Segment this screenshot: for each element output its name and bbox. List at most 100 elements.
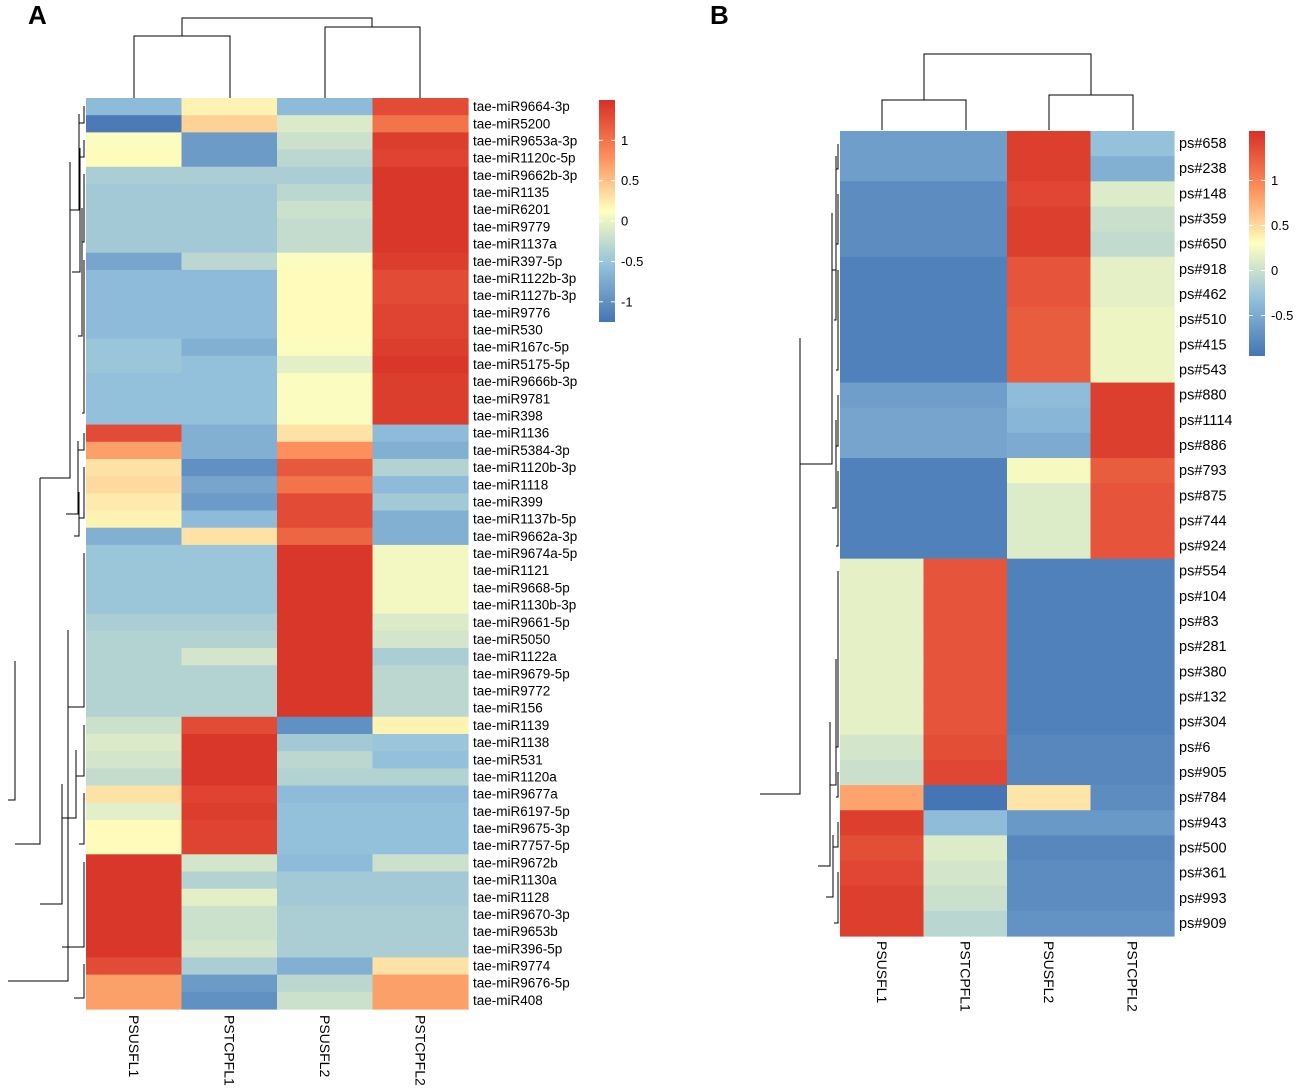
heatmap-cell [181, 733, 278, 752]
heatmap-cell [923, 759, 1008, 786]
heatmap-cell [181, 458, 278, 477]
heatmap-cell [277, 630, 374, 649]
heatmap-cell [372, 476, 469, 494]
heatmap-cell [372, 751, 469, 769]
heatmap-cell [372, 149, 469, 168]
heatmap-cell [277, 201, 374, 219]
heatmap-cell [86, 888, 183, 907]
heatmap-cell [86, 579, 183, 598]
heatmap-cell [181, 957, 278, 976]
row-label: ps#380 [1179, 664, 1227, 680]
heatmap-cell [372, 682, 469, 701]
heatmap-cell [840, 256, 925, 283]
row-label: tae-miR5050 [473, 632, 550, 647]
heatmap-cell [372, 974, 469, 993]
heatmap-cell [181, 166, 278, 185]
heatmap-cell [277, 768, 374, 787]
heatmap-cell [372, 527, 469, 546]
heatmap-cell [372, 716, 469, 735]
row-label: tae-miR9675-3p [473, 821, 570, 836]
heatmap-cell [277, 355, 374, 374]
heatmap-cell [277, 613, 374, 632]
heatmap-cell [181, 905, 278, 924]
heatmap-cell [923, 910, 1008, 937]
heatmap-cell [840, 835, 925, 862]
heatmap-cell [923, 156, 1008, 182]
heatmap-cell [372, 991, 469, 1010]
heatmap-cell [840, 583, 925, 610]
row-label: tae-miR167c-5p [473, 340, 569, 355]
heatmap-cell [277, 476, 374, 494]
heatmap-cell [181, 235, 278, 254]
heatmap-cell [840, 407, 925, 434]
heatmap-cell [1090, 206, 1175, 233]
heatmap-cell [277, 269, 374, 288]
heatmap-cell [840, 709, 925, 736]
heatmap-cell [372, 218, 469, 237]
row-label: ps#905 [1179, 765, 1227, 781]
legend-tick-label: 1 [621, 133, 628, 148]
legend-tick-label: -1 [621, 294, 633, 309]
heatmap-cell [181, 321, 278, 340]
row-label: ps#500 [1179, 840, 1227, 856]
heatmap-cell [181, 579, 278, 598]
heatmap-cell [181, 98, 278, 116]
heatmap-cell [372, 579, 469, 598]
heatmap-cell [277, 562, 374, 580]
heatmap-cell [1007, 634, 1092, 660]
heatmap-cell [1007, 785, 1092, 811]
row-label: tae-miR1135 [473, 185, 549, 200]
column-dendrogram-b [881, 53, 1134, 130]
legend-tick-label: 0.5 [1271, 218, 1289, 233]
row-label: ps#304 [1179, 715, 1227, 731]
heatmap-cell [86, 407, 183, 426]
heatmap-cell [181, 424, 278, 443]
heatmap-cell [1090, 407, 1175, 434]
heatmap-cell [181, 493, 278, 512]
legend-tick-label: 0 [621, 214, 628, 229]
row-label: tae-miR9670-3p [473, 907, 570, 922]
heatmap-cell [86, 373, 183, 391]
heatmap-cell [372, 183, 469, 202]
heatmap-cell [86, 665, 183, 684]
heatmap-cell [181, 338, 278, 357]
row-label: ps#909 [1179, 916, 1227, 932]
heatmap-cell [840, 357, 925, 384]
heatmap-cell [1090, 256, 1175, 283]
heatmap-cell [372, 819, 469, 838]
heatmap-cell [181, 785, 278, 804]
row-label: ps#359 [1179, 212, 1227, 228]
heatmap-cell [86, 544, 183, 563]
heatmap-cell [277, 373, 374, 391]
heatmap-cell [1007, 256, 1092, 283]
heatmap-cell [1090, 432, 1175, 459]
heatmap-cell [923, 608, 1008, 635]
row-label: ps#993 [1179, 891, 1227, 907]
heatmap-cell [86, 166, 183, 185]
row-label: ps#510 [1179, 312, 1227, 328]
heatmap-cell [372, 957, 469, 976]
row-label: tae-miR9666b-3p [473, 374, 577, 389]
heatmap-cell [181, 923, 278, 941]
row-label: ps#886 [1179, 438, 1227, 454]
heatmap-cell [86, 837, 183, 855]
heatmap-cell [86, 218, 183, 237]
heatmap-cell [181, 974, 278, 993]
heatmap-cell [923, 281, 1008, 308]
row-label: tae-miR9662a-3p [473, 529, 577, 544]
row-label: tae-miR1139 [473, 718, 549, 733]
heatmap-cell [86, 321, 183, 340]
heatmap-cell [372, 699, 469, 718]
heatmap-cell [840, 508, 925, 535]
heatmap-cell [1090, 307, 1175, 333]
heatmap-cell [1007, 206, 1092, 233]
row-label: ps#104 [1179, 589, 1227, 605]
heatmap-cell [86, 493, 183, 512]
row-label: ps#1114 [1179, 413, 1232, 429]
heatmap-cell [86, 287, 183, 305]
heatmap-cell [277, 991, 374, 1010]
heatmap-cell [372, 235, 469, 254]
row-label: tae-miR1136 [473, 426, 549, 441]
heatmap-cell [372, 424, 469, 443]
